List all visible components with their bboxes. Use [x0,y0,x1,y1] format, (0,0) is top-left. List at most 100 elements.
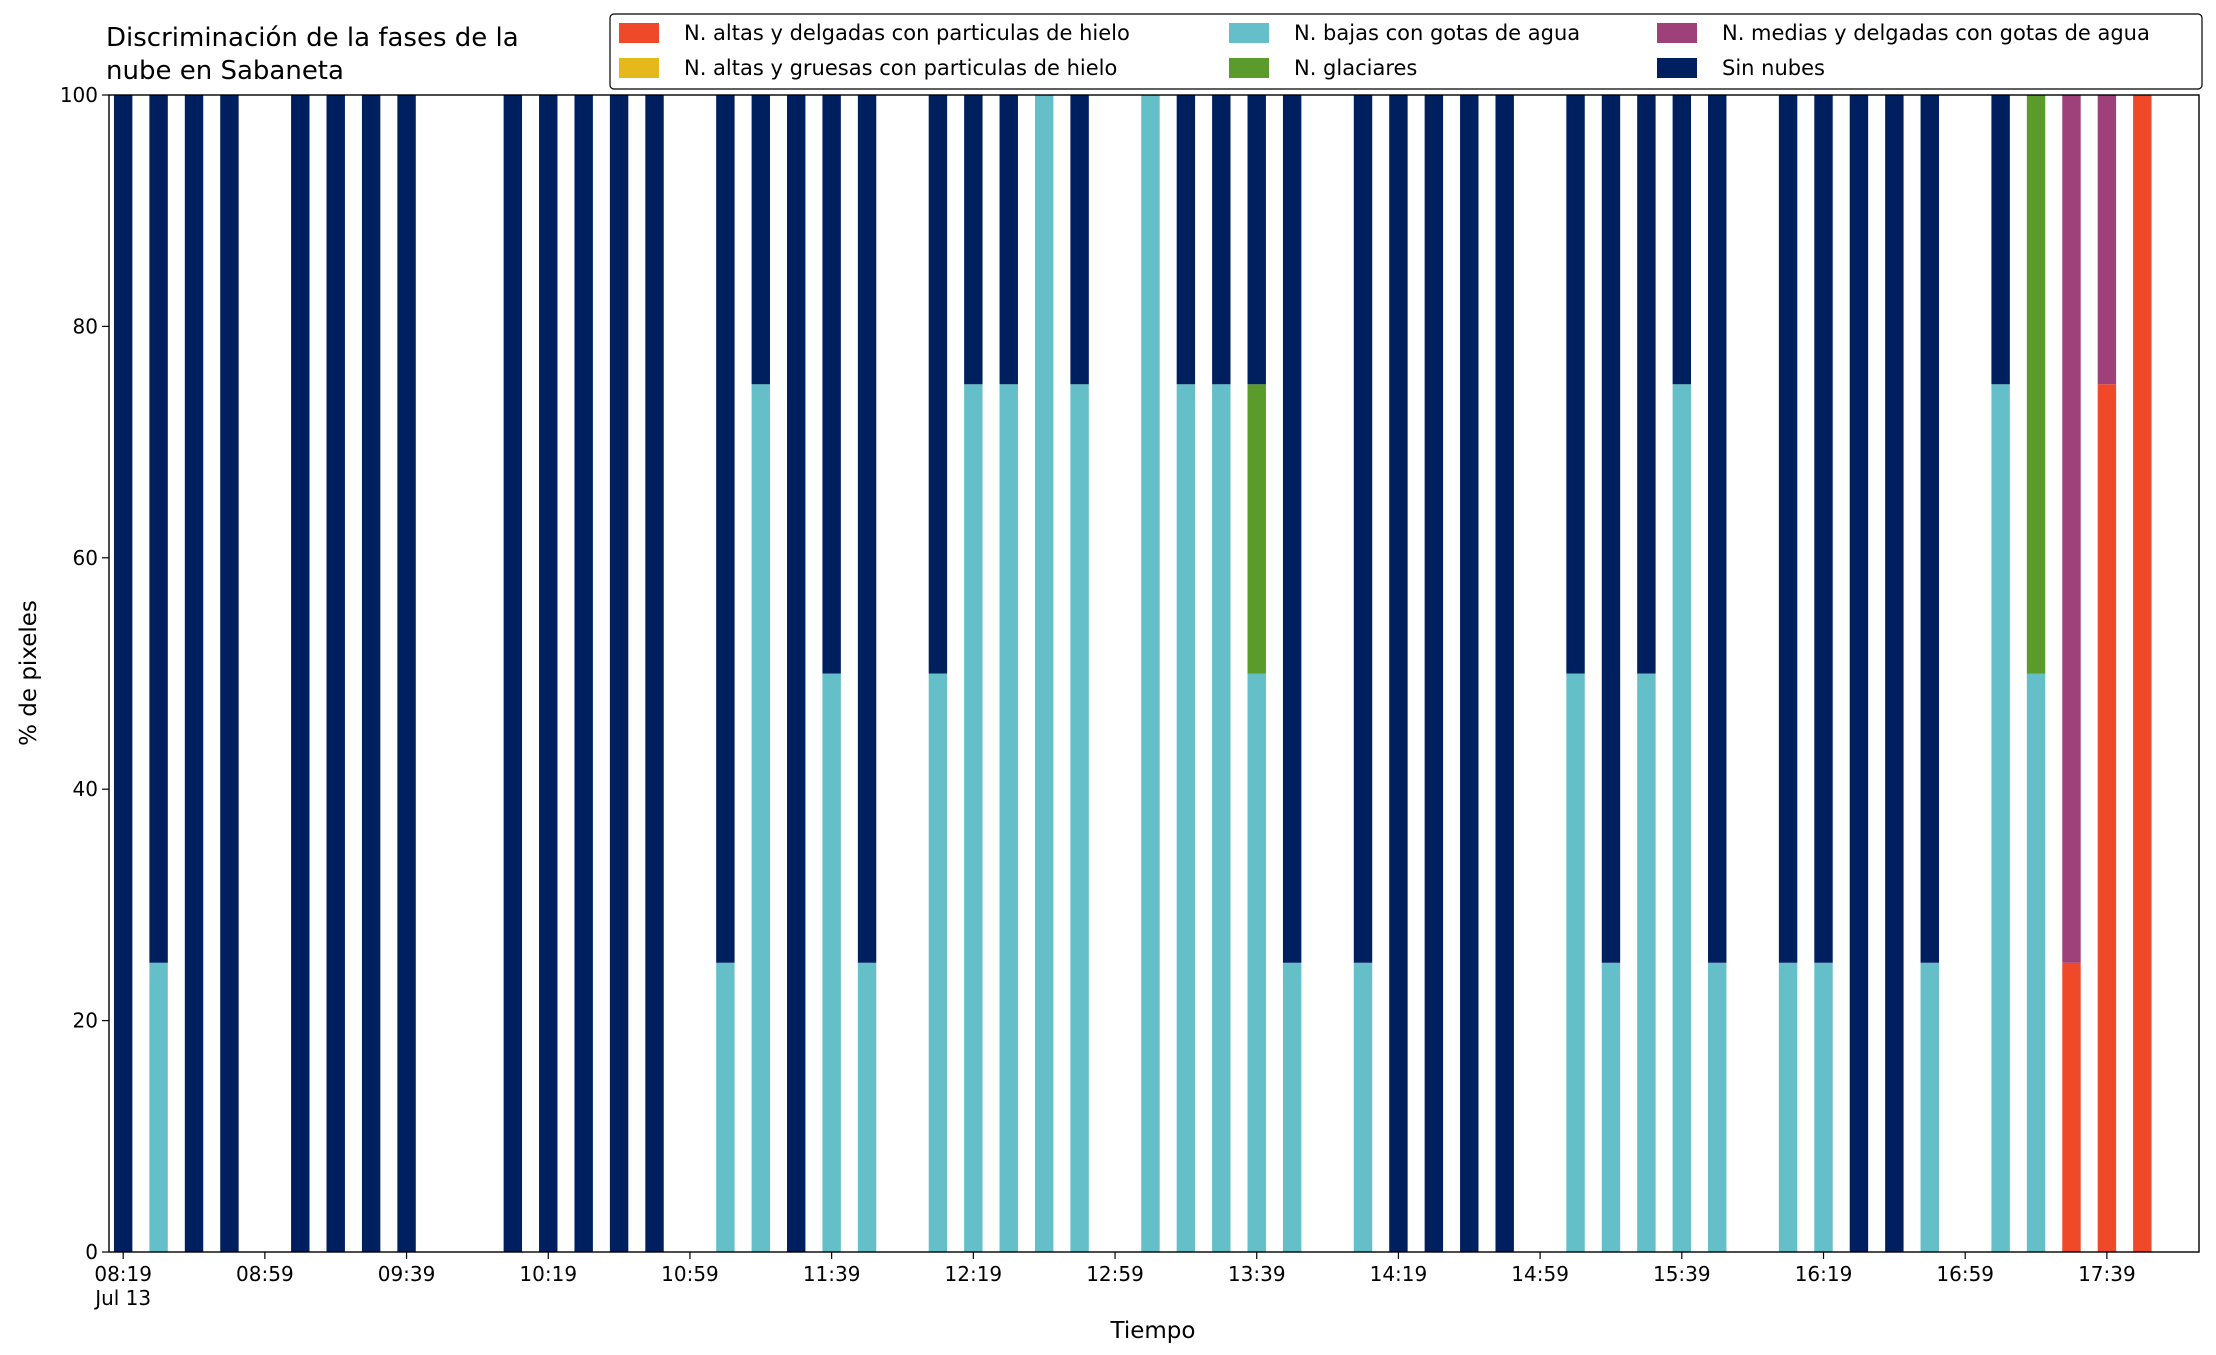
bar-segment [1814,962,1833,1252]
bar-segment [1070,384,1089,1252]
bar-segment [751,95,771,385]
bar-segment [1566,673,1585,1252]
bar-segment [1637,95,1656,674]
bar-segment [1991,384,2010,1252]
bar-segment [574,95,593,1252]
bar-segment [2097,95,2117,385]
bar-segment [1672,95,1692,385]
legend-label: N. medias y delgadas con gotas de agua [1722,21,2150,45]
bar-segment [1601,95,1621,963]
legend-label: N. altas y gruesas con particulas de hie… [684,56,1117,80]
bar-segment [1601,962,1621,1252]
y-axis-label: % de pixeles [16,600,42,746]
x-tick-label: 13:39 [1228,1262,1286,1286]
bar-segment [822,95,841,674]
bar-segment [928,95,948,674]
legend-label: Sin nubes [1722,56,1825,80]
bar-segment [1885,95,1904,1252]
bar-segment [2097,384,2117,1252]
bar-segment [928,673,948,1252]
x-tick-label: 14:59 [1511,1262,1569,1286]
x-tick-label: 08:19 [94,1262,152,1286]
bar-segment [1849,95,1869,1252]
legend-swatch [619,23,659,43]
bar-segment [609,95,629,1252]
legend-swatch [1657,58,1697,78]
bar-segment [184,95,204,1252]
bar-segment [1176,95,1196,385]
legend-label: N. bajas con gotas de agua [1294,21,1580,45]
bar-segment [503,95,523,1252]
bar-segment [1778,962,1798,1252]
bar-segment [1495,95,1514,1252]
legend-swatch [1229,23,1269,43]
bar-segment [1247,673,1266,1252]
bar-segment [822,673,841,1252]
x-tick-label: 10:59 [661,1262,719,1286]
bar-segment [999,95,1018,385]
bar-segment [1460,95,1479,1252]
bar-segment [149,95,168,963]
x-tick-label: 15:39 [1653,1262,1711,1286]
plot-frame [108,94,2200,1253]
x-axis-label: Tiempo [1110,1318,1196,1344]
bar-segment [1282,95,1302,963]
bar-segment [999,384,1018,1252]
bar-segment [539,95,558,1252]
bar-segment [1991,95,2010,385]
x-tick-label: 08:59 [236,1262,294,1286]
bar-segment [361,95,381,1252]
bar-segment [1141,95,1160,1252]
bar-segment [1247,384,1266,674]
x-date-label: Jul 13 [93,1286,151,1310]
bar-segment [964,384,983,1252]
bar-segment [220,95,239,1252]
bar-segment [1176,384,1196,1252]
bar-segment [857,962,877,1252]
bar-segment [1212,384,1231,1252]
bar-segment [716,95,735,963]
y-tick-label: 20 [73,1009,98,1033]
chart-title: Discriminación de la fases de la nube en… [106,23,519,86]
y-tick-label: 0 [85,1240,98,1264]
bar-segment [1566,95,1585,674]
bar-segment [2062,962,2081,1252]
bar-segment [964,95,983,385]
bar-segment [787,95,806,1252]
x-tick-label: 16:19 [1795,1262,1853,1286]
x-tick-label: 12:19 [945,1262,1003,1286]
y-tick-label: 100 [60,83,98,107]
bar-segment [1708,95,1727,963]
bar-segment [326,95,345,1252]
bar-segment [1353,95,1373,963]
bar-segment [1672,384,1692,1252]
bar-segment [1389,95,1408,1252]
x-tick-label: 16:59 [1936,1262,1994,1286]
bar-segment [1637,673,1656,1252]
bar-segment [1034,95,1054,1252]
x-tick-label: 10:19 [519,1262,577,1286]
legend-label: N. altas y delgadas con particulas de hi… [684,21,1130,45]
legend-swatch [1657,23,1697,43]
bar-segment [1920,95,1939,963]
bar-segment [645,95,664,1252]
bar-segment [149,962,168,1252]
bar-segment [1247,95,1266,385]
bar-segment [857,95,877,963]
bar-segment [2026,95,2046,674]
y-tick-label: 60 [73,546,98,570]
bar-segment [2062,95,2081,963]
bar-segment [1920,962,1939,1252]
bar-segment [1282,962,1302,1252]
bar-segment [2133,95,2152,1252]
x-tick-label: 12:59 [1086,1262,1144,1286]
x-tick-label: 14:19 [1370,1262,1428,1286]
bar-segment [1814,95,1833,963]
bar-segment [113,95,133,1252]
legend-label: N. glaciares [1294,56,1417,80]
bar-segment [1708,962,1727,1252]
bar-segment [1212,95,1231,385]
bar-segment [1778,95,1798,963]
